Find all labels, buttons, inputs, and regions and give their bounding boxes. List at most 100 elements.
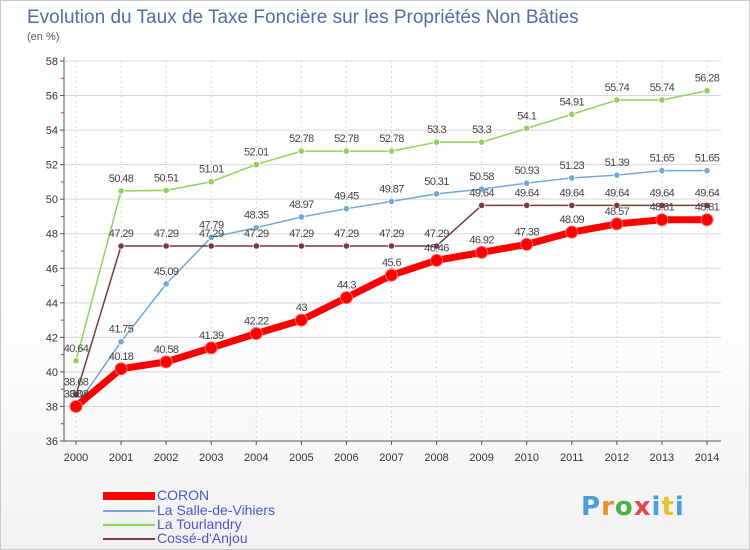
x-tick-label: 2007 (379, 452, 403, 464)
y-tick-label: 46 (46, 263, 58, 275)
legend-swatch-la-tourlandry (103, 524, 155, 526)
data-point-la-salle (703, 167, 711, 175)
data-point-coron (565, 225, 579, 239)
data-label-la-salle: 50.93 (514, 165, 539, 177)
data-point-cosse (703, 201, 711, 209)
data-label-coron: 38 (70, 388, 82, 400)
data-label-la-tourlandry: 55.74 (650, 82, 675, 94)
data-label-la-tourlandry: 53.3 (427, 124, 446, 136)
x-tick-label: 2011 (560, 452, 584, 464)
data-label-la-salle: 50.31 (424, 176, 449, 188)
data-label-la-tourlandry: 52.78 (379, 133, 404, 145)
data-point-cosse (207, 242, 215, 250)
data-point-la-salle (117, 338, 125, 346)
data-label-coron: 41.39 (199, 330, 224, 342)
data-label-cosse: 49.64 (514, 187, 539, 199)
data-point-la-tourlandry (658, 96, 666, 104)
y-tick-label: 48 (46, 229, 58, 241)
y-tick-label: 58 (46, 56, 58, 68)
data-label-la-salle: 41.75 (109, 324, 134, 336)
x-tick-label: 2012 (605, 452, 629, 464)
data-label-la-tourlandry: 52.78 (289, 133, 314, 145)
x-tick-label: 2000 (64, 452, 88, 464)
data-label-cosse: 47.29 (154, 228, 179, 240)
data-point-coron (159, 355, 173, 369)
data-label-la-salle: 38.08 (64, 388, 89, 400)
data-point-la-salle (478, 185, 486, 193)
data-point-cosse (387, 242, 396, 250)
data-point-cosse (523, 201, 531, 209)
data-label-cosse: 49.64 (469, 187, 494, 199)
data-label-cosse: 49.64 (560, 187, 585, 199)
data-point-coron (520, 237, 534, 251)
data-point-la-salle (207, 233, 215, 241)
data-label-cosse: 47.29 (109, 228, 134, 240)
data-point-la-salle (523, 179, 531, 187)
data-label-la-salle: 48.97 (289, 199, 314, 211)
y-tick-label: 56 (46, 91, 58, 103)
data-point-la-salle (568, 174, 576, 182)
data-point-cosse (72, 391, 80, 399)
legend-swatch-cosse (103, 538, 155, 540)
data-point-la-salle (432, 190, 441, 198)
data-point-la-tourlandry (297, 147, 305, 155)
data-point-la-tourlandry (478, 138, 486, 146)
data-point-coron (339, 291, 353, 305)
data-label-coron: 46.92 (469, 234, 494, 246)
data-label-la-salle: 51.23 (560, 160, 585, 172)
x-tick-label: 2008 (424, 452, 448, 464)
data-point-coron (700, 213, 714, 227)
data-label-la-tourlandry: 51.01 (199, 164, 224, 176)
data-label-cosse: 49.64 (650, 187, 675, 199)
data-point-cosse (613, 201, 621, 209)
data-label-la-salle: 47.79 (199, 219, 224, 231)
y-tick-label: 44 (46, 298, 58, 310)
x-tick-label: 2005 (289, 452, 313, 464)
data-point-la-tourlandry (568, 110, 576, 118)
data-label-la-tourlandry: 53.3 (472, 124, 491, 136)
y-tick-label: 52 (46, 160, 58, 172)
data-point-la-tourlandry (252, 160, 260, 169)
x-tick-label: 2013 (650, 452, 674, 464)
data-point-la-tourlandry (117, 187, 125, 195)
data-point-cosse (162, 242, 170, 250)
x-tick-label: 2009 (469, 452, 493, 464)
x-tick-label: 2014 (695, 452, 719, 464)
data-point-coron (69, 399, 83, 413)
data-label-coron: 47.38 (514, 226, 539, 238)
data-label-coron: 48.81 (695, 202, 720, 214)
data-point-la-tourlandry (207, 178, 215, 186)
data-label-la-salle: 49.45 (334, 191, 359, 203)
data-label-la-salle: 51.39 (605, 157, 630, 169)
y-tick-label: 36 (46, 436, 58, 448)
data-point-cosse (342, 242, 351, 250)
data-point-la-tourlandry (162, 186, 170, 194)
data-point-la-salle (658, 167, 666, 175)
data-label-la-salle: 51.65 (650, 153, 675, 165)
data-label-la-tourlandry: 50.48 (109, 173, 134, 185)
x-tick-label: 2001 (109, 452, 133, 464)
data-label-la-tourlandry: 52.01 (244, 146, 269, 158)
proxiti-logo: Proxiti (581, 492, 685, 522)
data-point-cosse (478, 201, 486, 209)
data-point-la-salle (297, 213, 305, 221)
data-label-cosse: 38.68 (64, 377, 89, 389)
data-label-cosse: 47.29 (244, 228, 269, 240)
data-label-la-tourlandry: 52.78 (334, 133, 359, 145)
data-label-la-salle: 51.65 (695, 153, 720, 165)
data-label-coron: 40.18 (109, 351, 134, 363)
data-point-coron (610, 217, 624, 231)
data-point-coron (475, 245, 489, 259)
legend-label-coron: CORON (157, 487, 210, 503)
data-point-coron (249, 327, 263, 341)
data-label-coron: 44.3 (337, 280, 356, 292)
data-label-coron: 48.57 (605, 206, 630, 218)
data-point-la-tourlandry (432, 138, 441, 146)
data-label-la-salle: 48.35 (244, 210, 269, 222)
x-tick-label: 2002 (154, 452, 178, 464)
data-point-coron (385, 268, 398, 282)
data-point-la-tourlandry (72, 357, 80, 365)
y-tick-label: 42 (46, 332, 58, 344)
data-point-la-salle (162, 280, 170, 288)
